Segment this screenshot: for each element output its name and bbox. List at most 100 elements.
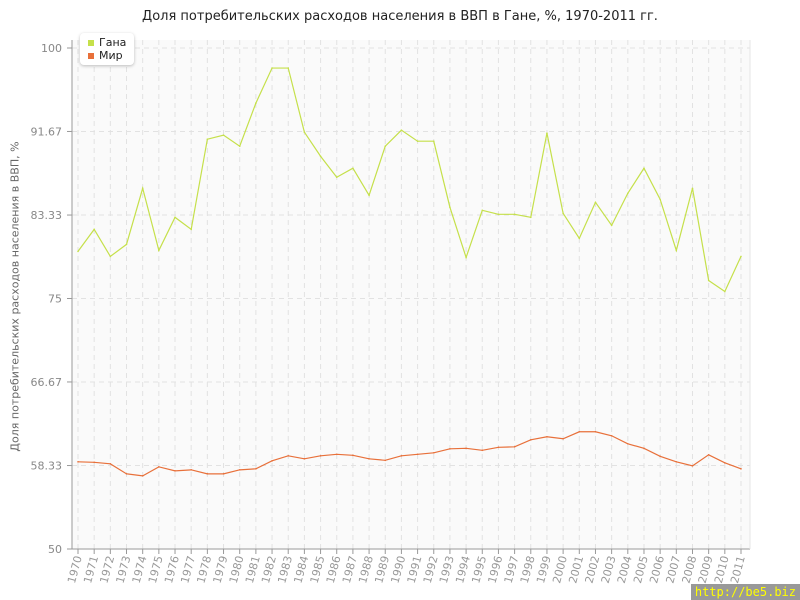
data-point xyxy=(255,102,257,104)
data-point xyxy=(303,458,306,460)
data-point xyxy=(578,430,581,433)
y-tick-label: 58.33 xyxy=(31,460,63,473)
data-point xyxy=(627,442,629,445)
y-tick-label: 66.67 xyxy=(31,376,63,389)
data-point xyxy=(319,155,322,158)
data-point xyxy=(109,255,112,258)
data-point xyxy=(352,454,354,457)
legend-item-world[interactable]: Мир xyxy=(88,49,126,62)
data-point xyxy=(384,145,387,147)
legend-label: Гана xyxy=(99,36,127,49)
data-point xyxy=(675,249,678,252)
data-point xyxy=(287,67,290,69)
data-point xyxy=(271,460,273,462)
series-line-world xyxy=(77,431,742,477)
data-point xyxy=(141,475,144,477)
watermark[interactable]: http://be5.biz xyxy=(690,584,800,600)
data-point xyxy=(449,448,451,450)
data-point xyxy=(368,458,370,460)
legend-item-ghana[interactable]: Гана xyxy=(88,36,126,49)
data-point xyxy=(416,140,419,142)
data-point xyxy=(481,449,484,452)
legend: Гана Мир xyxy=(80,33,135,65)
data-point xyxy=(125,243,128,246)
data-point xyxy=(465,447,467,450)
series-line-ghana xyxy=(77,67,742,293)
data-point xyxy=(335,453,338,456)
data-point xyxy=(222,473,225,475)
data-point xyxy=(643,447,645,450)
plot-background xyxy=(72,40,750,549)
data-point xyxy=(432,452,435,454)
data-point xyxy=(400,129,403,131)
data-point xyxy=(610,434,613,437)
data-point xyxy=(659,198,661,201)
data-point xyxy=(659,455,661,458)
data-point xyxy=(319,455,322,457)
data-point xyxy=(740,468,742,470)
data-point xyxy=(93,461,95,464)
y-tick-label: 75 xyxy=(48,293,62,306)
data-point xyxy=(465,256,467,259)
data-point xyxy=(562,437,564,440)
data-point xyxy=(400,455,403,457)
data-point xyxy=(158,466,160,468)
data-point xyxy=(77,250,79,253)
data-point xyxy=(109,463,112,465)
data-point xyxy=(174,470,176,472)
data-point xyxy=(303,131,306,133)
data-point xyxy=(190,469,192,471)
data-point xyxy=(724,462,726,464)
data-point xyxy=(546,132,548,134)
data-point xyxy=(740,255,742,258)
data-point xyxy=(368,194,370,197)
data-point xyxy=(255,468,257,470)
data-point xyxy=(546,435,548,438)
data-point xyxy=(287,455,290,457)
data-point xyxy=(497,213,500,216)
data-point xyxy=(707,454,710,456)
data-point xyxy=(384,459,387,462)
data-point xyxy=(562,212,564,215)
data-point xyxy=(707,279,710,282)
data-point xyxy=(222,134,225,136)
data-point xyxy=(77,461,79,463)
data-point xyxy=(691,465,694,467)
data-point xyxy=(206,473,209,475)
data-point xyxy=(675,461,678,463)
legend-label: Мир xyxy=(99,49,123,62)
chart-title: Доля потребительских расходов населения … xyxy=(142,9,658,24)
data-point xyxy=(643,167,645,170)
data-point xyxy=(125,473,128,475)
y-tick-label: 83.33 xyxy=(31,209,63,222)
data-point xyxy=(93,228,95,231)
data-point xyxy=(271,67,273,69)
data-point xyxy=(529,216,532,219)
y-tick-label: 91.67 xyxy=(31,125,63,138)
data-point xyxy=(238,145,241,147)
data-point xyxy=(174,216,176,219)
data-point xyxy=(432,140,435,142)
data-point xyxy=(416,453,419,456)
data-point xyxy=(497,446,500,449)
data-point xyxy=(529,438,532,441)
data-point xyxy=(627,192,629,195)
data-point xyxy=(158,249,160,252)
legend-swatch xyxy=(88,52,94,59)
data-point xyxy=(481,209,484,212)
legend-swatch xyxy=(88,39,94,46)
y-tick-label: 100 xyxy=(41,42,62,55)
data-point xyxy=(610,224,613,227)
data-point xyxy=(206,138,209,140)
data-point xyxy=(513,445,516,448)
data-point xyxy=(335,176,338,179)
data-point xyxy=(578,237,581,240)
data-point xyxy=(190,228,192,231)
data-point xyxy=(449,206,451,209)
data-point xyxy=(352,167,354,170)
data-point xyxy=(691,187,694,190)
y-tick-label: 50 xyxy=(48,543,62,556)
data-point xyxy=(594,430,597,433)
